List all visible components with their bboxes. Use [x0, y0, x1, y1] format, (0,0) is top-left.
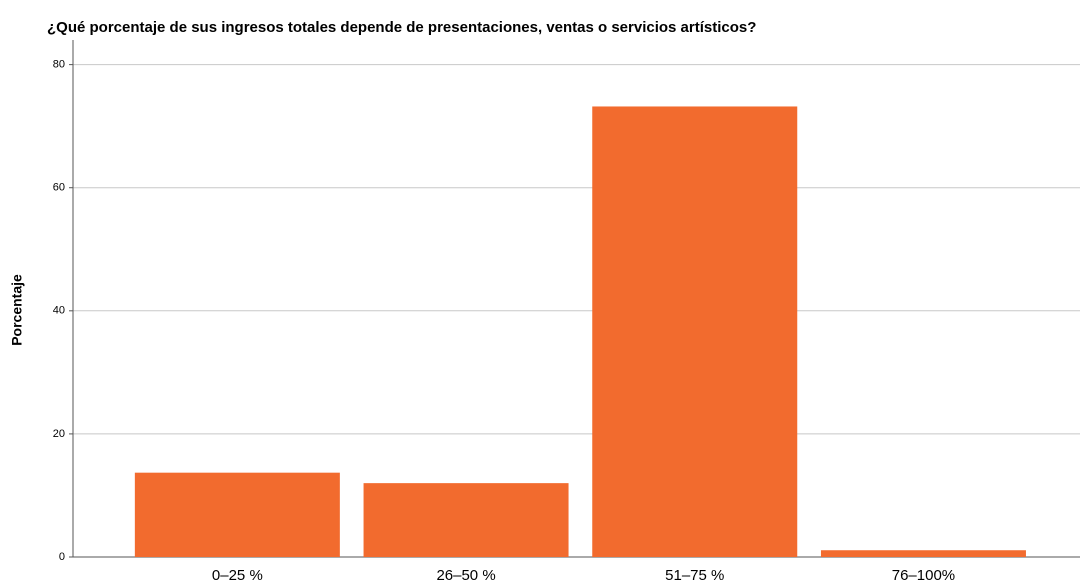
bar: [592, 106, 798, 557]
y-tick-label: 60: [53, 182, 65, 194]
chart-title: ¿Qué porcentaje de sus ingresos totales …: [47, 19, 756, 36]
bar: [820, 550, 1026, 557]
bar: [134, 472, 340, 557]
y-tick-label: 80: [53, 59, 65, 71]
x-tick-label: 51–75 %: [665, 567, 724, 584]
y-tick-label: 0: [59, 551, 65, 563]
x-tick-label: 76–100%: [892, 567, 955, 584]
y-axis-label: Porcentaje: [9, 274, 25, 346]
y-tick-label: 40: [53, 305, 65, 317]
x-tick-label: 26–50 %: [436, 567, 495, 584]
bar: [363, 483, 569, 557]
y-tick-label: 20: [53, 428, 65, 440]
x-tick-label: 0–25 %: [212, 567, 263, 584]
